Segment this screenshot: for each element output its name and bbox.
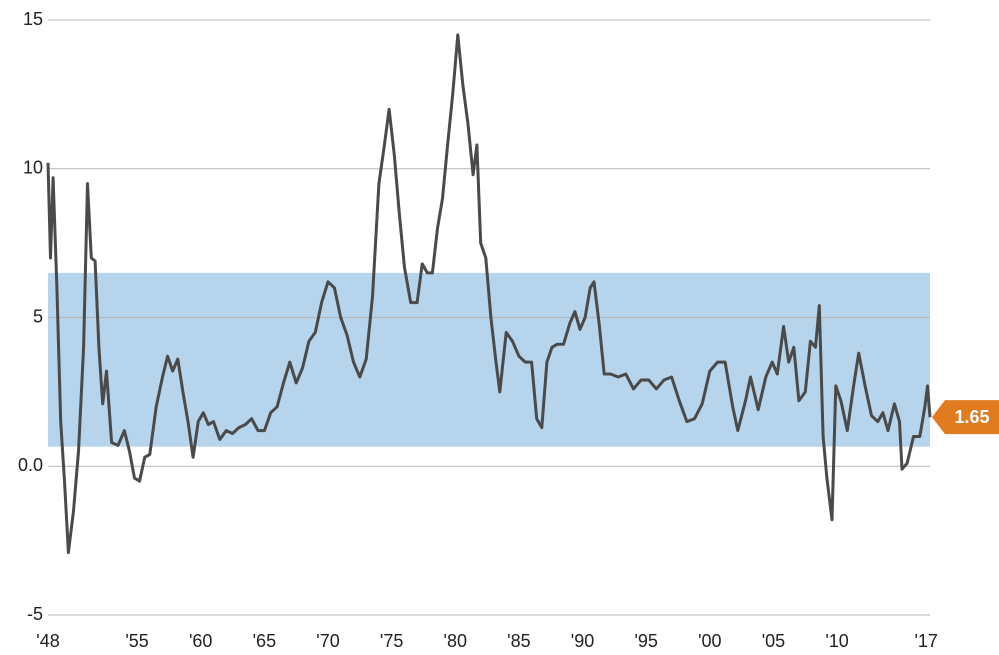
y-tick-label: 15 [23, 9, 43, 29]
x-tick-label: '85 [507, 631, 530, 651]
x-tick-label: '90 [571, 631, 594, 651]
x-tick-label: '65 [253, 631, 276, 651]
x-tick-label: '48 [36, 631, 59, 651]
x-tick-label: '70 [316, 631, 339, 651]
y-tick-label: 0.0 [18, 455, 43, 475]
x-tick-label: '00 [698, 631, 721, 651]
y-tick-label: 5 [33, 306, 43, 326]
x-tick-label: '80 [444, 631, 467, 651]
callout-badge [932, 400, 999, 435]
x-tick-label: '05 [762, 631, 785, 651]
y-tick-label: 10 [23, 158, 43, 178]
x-tick-label: '60 [189, 631, 212, 651]
x-tick-label: '95 [634, 631, 657, 651]
callout-label: 1.65 [954, 407, 989, 427]
x-tick-label: '55 [125, 631, 148, 651]
x-tick-label: '10 [825, 631, 848, 651]
y-tick-label: -5 [27, 604, 43, 624]
line [46, 33, 932, 554]
x-tick-label: '17 [914, 631, 937, 651]
x-tick-label: '75 [380, 631, 403, 651]
